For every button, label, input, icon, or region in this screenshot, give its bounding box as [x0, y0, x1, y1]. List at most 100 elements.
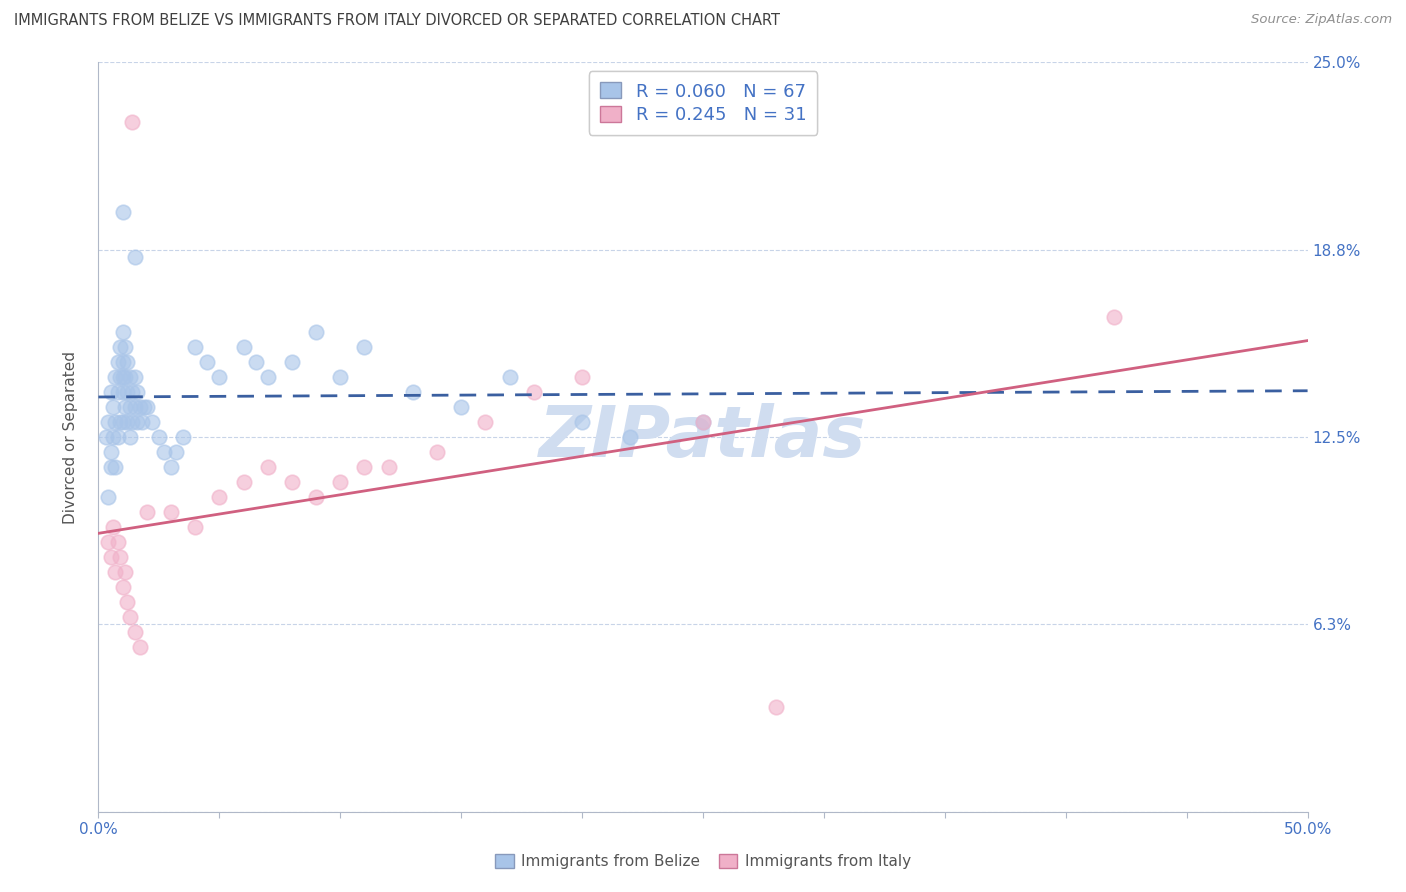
Text: IMMIGRANTS FROM BELIZE VS IMMIGRANTS FROM ITALY DIVORCED OR SEPARATED CORRELATIO: IMMIGRANTS FROM BELIZE VS IMMIGRANTS FRO… — [14, 13, 780, 29]
Point — [160, 460, 183, 475]
Point — [114, 565, 136, 579]
Point — [100, 460, 122, 475]
Point — [134, 400, 156, 414]
Text: Source: ZipAtlas.com: Source: ZipAtlas.com — [1251, 13, 1392, 27]
Point — [118, 430, 141, 444]
Point — [111, 415, 134, 429]
Point — [111, 355, 134, 369]
Point — [765, 699, 787, 714]
Point — [124, 250, 146, 264]
Point — [114, 370, 136, 384]
Point — [111, 325, 134, 339]
Point — [107, 430, 129, 444]
Point — [281, 355, 304, 369]
Point — [114, 400, 136, 414]
Point — [124, 400, 146, 414]
Point — [117, 385, 139, 400]
Point — [426, 445, 449, 459]
Point — [111, 580, 134, 594]
Point — [128, 400, 150, 414]
Point — [232, 475, 254, 489]
Point — [172, 430, 194, 444]
Point — [94, 430, 117, 444]
Point — [104, 565, 127, 579]
Point — [121, 115, 143, 129]
Point — [329, 370, 352, 384]
Point — [124, 370, 146, 384]
Point — [117, 415, 139, 429]
Point — [148, 430, 170, 444]
Point — [619, 430, 641, 444]
Point — [184, 340, 207, 354]
Point — [118, 400, 141, 414]
Point — [141, 415, 163, 429]
Point — [100, 385, 122, 400]
Point — [101, 400, 124, 414]
Point — [208, 490, 231, 504]
Point — [1102, 310, 1125, 325]
Point — [474, 415, 496, 429]
Point — [127, 385, 149, 400]
Point — [111, 205, 134, 219]
Point — [104, 415, 127, 429]
Point — [118, 370, 141, 384]
Point — [184, 520, 207, 534]
Point — [353, 460, 375, 475]
Point — [117, 355, 139, 369]
Point — [208, 370, 231, 384]
Point — [121, 415, 143, 429]
Point — [498, 370, 520, 384]
Y-axis label: Divorced or Separated: Divorced or Separated — [63, 351, 77, 524]
Point — [111, 370, 134, 384]
Point — [256, 460, 278, 475]
Point — [104, 460, 127, 475]
Point — [108, 340, 131, 354]
Point — [305, 325, 328, 339]
Point — [165, 445, 187, 459]
Point — [402, 385, 425, 400]
Point — [523, 385, 546, 400]
Point — [353, 340, 375, 354]
Point — [108, 415, 131, 429]
Point — [692, 415, 714, 429]
Point — [571, 370, 593, 384]
Point — [160, 505, 183, 519]
Legend: Immigrants from Belize, Immigrants from Italy: Immigrants from Belize, Immigrants from … — [489, 848, 917, 875]
Point — [135, 505, 157, 519]
Point — [101, 520, 124, 534]
Point — [97, 415, 120, 429]
Point — [107, 535, 129, 549]
Point — [135, 400, 157, 414]
Point — [571, 415, 593, 429]
Point — [101, 430, 124, 444]
Point — [118, 610, 141, 624]
Point — [195, 355, 218, 369]
Text: ZIPatlas: ZIPatlas — [540, 402, 866, 472]
Point — [305, 490, 328, 504]
Point — [256, 370, 278, 384]
Point — [329, 475, 352, 489]
Legend: R = 0.060   N = 67, R = 0.245   N = 31: R = 0.060 N = 67, R = 0.245 N = 31 — [589, 71, 817, 135]
Point — [104, 370, 127, 384]
Point — [127, 415, 149, 429]
Point — [121, 385, 143, 400]
Point — [117, 595, 139, 609]
Point — [152, 445, 174, 459]
Point — [232, 340, 254, 354]
Point — [107, 355, 129, 369]
Point — [107, 385, 129, 400]
Point — [108, 370, 131, 384]
Point — [377, 460, 399, 475]
Point — [245, 355, 267, 369]
Point — [128, 640, 150, 654]
Point — [114, 340, 136, 354]
Point — [692, 415, 714, 429]
Point — [97, 490, 120, 504]
Point — [131, 415, 153, 429]
Point — [108, 549, 131, 564]
Point — [281, 475, 304, 489]
Point — [124, 624, 146, 639]
Point — [450, 400, 472, 414]
Point — [100, 445, 122, 459]
Point — [100, 549, 122, 564]
